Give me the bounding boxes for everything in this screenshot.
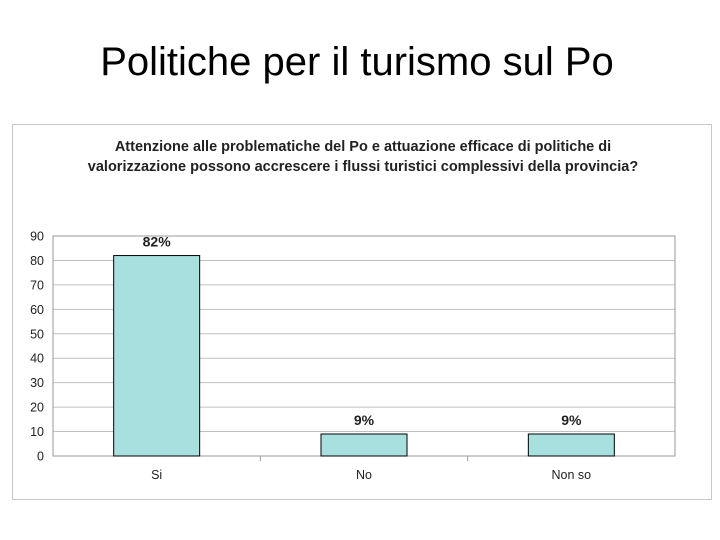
bar-chart: 0 10 20 30 40 50 60 70 80 90 82% Si 9% No 9% Non so [30,230,676,483]
y-tick-label: 90 [30,230,44,244]
data-label: 9% [561,412,582,428]
y-tick-label: 60 [30,303,44,317]
y-tick-label: 30 [30,376,44,390]
bar-non-so [527,433,615,457]
chart-frame: Attenzione alle problematiche del Po e a… [12,124,712,500]
y-tick-label: 10 [30,425,44,439]
y-tick-label: 20 [30,401,44,415]
x-tick-label: No [356,468,372,482]
y-tick-label: 40 [30,352,44,366]
x-tick-label: Si [151,468,162,482]
bar-no [320,433,408,457]
slide-title: Politiche per il turismo sul Po [100,40,614,84]
data-label: 9% [354,412,375,428]
bars [113,255,615,457]
y-tick-label: 0 [37,450,44,464]
y-tick-label: 80 [30,254,44,268]
labels: 0 10 20 30 40 50 60 70 80 90 82% Si 9% No 9% Non so [30,230,591,483]
y-tick-label: 50 [30,327,44,341]
y-tick-label: 70 [30,278,44,292]
x-tick-label: Non so [552,468,592,482]
chart-title: Attenzione alle problematiche del Po e a… [87,139,639,175]
bar-si [113,255,201,457]
data-label: 82% [143,234,172,250]
